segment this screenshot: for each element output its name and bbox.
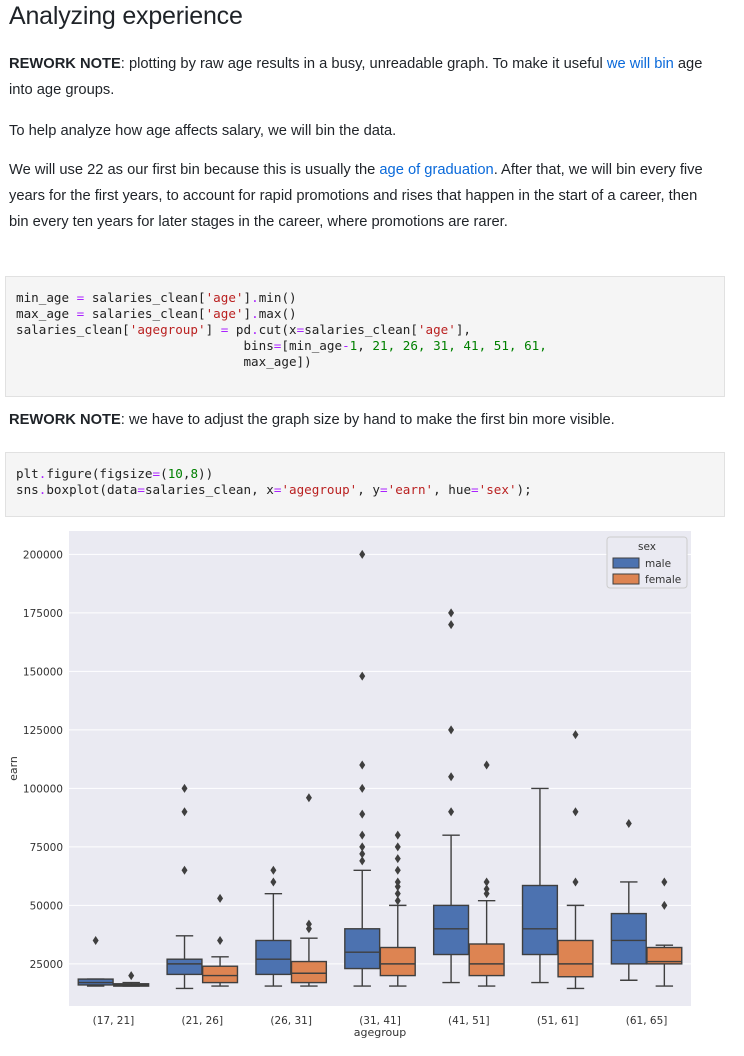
outlier-point [394, 854, 401, 864]
outlier-point [448, 620, 455, 630]
box-male [610, 912, 647, 965]
outlier-point [572, 807, 579, 817]
outlier-point [305, 793, 312, 803]
code-boxplot: plt.figure(figsize=(10,8)) sns.boxplot(d… [16, 466, 532, 497]
x-tick-label: (26, 31] [270, 1015, 312, 1027]
outlier-point [217, 893, 224, 903]
rework-note-2: REWORK NOTE: we have to adjust the graph… [9, 407, 719, 433]
outlier-point [483, 877, 490, 887]
boxplot-figure: 25000 50000 75000 100000 125000 150000 175000 2… [5, 521, 725, 1051]
outlier-point [181, 783, 188, 793]
bin-link[interactable]: we will bin [606, 56, 674, 72]
outlier-point [448, 725, 455, 735]
box-female [646, 946, 683, 965]
x-tick-label: (51, 61] [537, 1015, 579, 1027]
y-tick-label: 200000 [23, 549, 63, 561]
outlier-point [305, 924, 312, 934]
outlier-point [128, 971, 135, 981]
binning-text-end: . After that, we will bin every five yea… [9, 162, 703, 230]
outlier-point [448, 608, 455, 618]
binning-text: We will use 22 as our first bin because … [9, 162, 380, 178]
x-tick-label: (61, 65] [626, 1015, 668, 1027]
outlier-point [359, 849, 366, 859]
outlier-point [92, 935, 99, 945]
intro-paragraph: To help analyze how age affects salary, … [9, 123, 397, 139]
y-tick-label: 125000 [23, 725, 63, 737]
outlier-point [625, 818, 632, 828]
outlier-point [359, 671, 366, 681]
box-female [557, 939, 594, 978]
box-male [166, 958, 203, 976]
y-tick-label: 25000 [30, 959, 63, 971]
rework-note-2-text: : we have to adjust the graph size by ha… [120, 412, 615, 428]
outlier-point [394, 842, 401, 852]
outlier-point [572, 877, 579, 887]
legend-swatch-female [612, 573, 640, 585]
outlier-point [270, 877, 277, 887]
legend-title: sex [638, 541, 656, 553]
box-female [290, 960, 328, 984]
legend-label-female: female [645, 574, 681, 586]
y-tick-label: 75000 [30, 842, 63, 854]
outlier-point [270, 865, 277, 875]
outlier-point [359, 856, 366, 866]
outlier-point [394, 896, 401, 906]
outlier-point [394, 882, 401, 892]
outlier-point [181, 865, 188, 875]
rework-note-text: : plotting by raw age results in a busy,… [120, 56, 607, 72]
box-female [201, 965, 239, 984]
outlier-point [394, 889, 401, 899]
y-tick-label: 100000 [23, 783, 63, 795]
x-tick-label: (17, 21] [93, 1015, 135, 1027]
legend-label-male: male [645, 558, 671, 570]
outlier-point [217, 935, 224, 945]
x-tick-label: (31, 41] [359, 1015, 401, 1027]
outlier-point [661, 900, 668, 910]
outlier-point [359, 760, 366, 770]
box-female [468, 943, 505, 977]
code-binning: min_age = salaries_clean['age'].min() ma… [16, 290, 547, 369]
outlier-point [359, 809, 366, 819]
rework-note-text-end: age into age groups. [9, 56, 703, 98]
rework-note-1: REWORK NOTE: plotting by raw age results… [9, 51, 719, 103]
box-female [379, 946, 416, 977]
outlier-point [359, 830, 366, 840]
outlier-point [572, 730, 579, 740]
outlier-point [394, 877, 401, 887]
outlier-point [448, 807, 455, 817]
outlier-point [359, 783, 366, 793]
outlier-point [661, 877, 668, 887]
y-axis-label: earn [7, 756, 20, 781]
code-cell-binning[interactable]: min_age = salaries_clean['age'].min() ma… [5, 276, 725, 397]
outlier-point [394, 830, 401, 840]
box-male [255, 939, 292, 976]
outlier-point [181, 807, 188, 817]
code-cell-boxplot[interactable]: plt.figure(figsize=(10,8)) sns.boxplot(d… [5, 452, 725, 517]
box-male [344, 928, 381, 970]
outlier-point [483, 884, 490, 894]
outlier-point [394, 865, 401, 875]
y-tick-label: 150000 [23, 666, 63, 678]
outlier-point [305, 919, 312, 929]
outlier-point [483, 760, 490, 770]
box-male [432, 904, 470, 956]
y-tick-label: 50000 [30, 900, 63, 912]
plot-background [69, 531, 691, 1006]
rework-note-label: REWORK NOTE [9, 56, 121, 72]
age-of-graduation-link[interactable]: age of graduation [379, 162, 494, 178]
outlier-point [359, 549, 366, 559]
y-tick-label: 175000 [23, 608, 63, 620]
legend-swatch-male [612, 557, 640, 569]
rework-note-2-label: REWORK NOTE [9, 412, 121, 428]
x-tick-label: (21, 26] [181, 1015, 223, 1027]
outlier-point [483, 889, 490, 899]
section-title: Analyzing experience [9, 2, 243, 30]
outlier-point [359, 842, 366, 852]
boxplot-chart: 25000 50000 75000 100000 125000 150000 175000 2… [7, 531, 691, 1039]
binning-paragraph: We will use 22 as our first bin because … [9, 157, 719, 235]
x-axis-label: agegroup [354, 1026, 406, 1039]
box-male [521, 884, 559, 956]
x-tick-label: (41, 51] [448, 1015, 490, 1027]
